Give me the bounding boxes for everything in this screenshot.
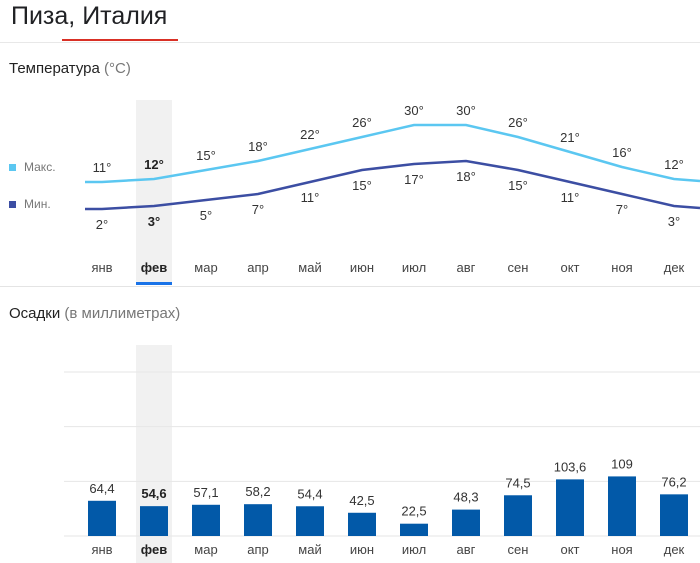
- precip-value-label: 58,2: [245, 484, 270, 499]
- temp-month-label: мар: [194, 260, 217, 275]
- precip-bar: [400, 523, 428, 536]
- precip-bar: [452, 509, 480, 536]
- min-temp-label: 11°: [561, 190, 580, 205]
- legend-min-swatch: [9, 201, 16, 208]
- max-temp-label: 15°: [196, 148, 216, 163]
- max-temp-label: 21°: [560, 130, 580, 145]
- min-temp-label: 5°: [200, 208, 212, 223]
- precipitation-unit: (в миллиметрах): [64, 305, 181, 322]
- precip-bar: [608, 476, 636, 536]
- min-temp-label: 17°: [404, 172, 424, 187]
- precip-value-label: 54,4: [297, 486, 322, 501]
- max-temp-label: 11°: [93, 160, 112, 175]
- min-temp-label: 3°: [668, 214, 680, 229]
- precip-value-label: 76,2: [661, 474, 686, 489]
- precip-value-label: 74,5: [505, 475, 530, 490]
- legend-min: Мин.: [9, 197, 51, 211]
- max-temp-label: 26°: [508, 115, 528, 130]
- legend-max: Макс.: [9, 160, 56, 174]
- max-temp-label: 30°: [456, 103, 476, 118]
- temp-month-label: сен: [508, 260, 529, 275]
- min-temp-label: 18°: [456, 169, 476, 184]
- legend-max-swatch: [9, 164, 16, 171]
- precip-month-label: апр: [247, 542, 269, 557]
- precip-month-label: дек: [664, 542, 685, 557]
- temp-month-label: июн: [350, 260, 374, 275]
- precip-bar: [296, 506, 324, 536]
- precip-bar: [556, 479, 584, 536]
- temp-month-label: ноя: [611, 260, 632, 275]
- precipitation-heading: Осадки (в миллиметрах): [9, 305, 180, 322]
- temp-month-label: апр: [247, 260, 269, 275]
- selected-month-underline: [136, 282, 172, 285]
- precip-month-label: янв: [91, 542, 112, 557]
- max-temperature-line: [85, 123, 700, 184]
- max-temp-label: 18°: [248, 139, 268, 154]
- temperature-unit: (°C): [104, 60, 131, 77]
- precip-month-label: окт: [560, 542, 579, 557]
- precip-month-label: сен: [508, 542, 529, 557]
- precip-month-label: июн: [350, 542, 374, 557]
- min-temp-label: 15°: [352, 178, 372, 193]
- precip-month-label: авг: [457, 542, 476, 557]
- precip-month-label: июл: [402, 542, 426, 557]
- max-temp-label: 12°: [664, 157, 684, 172]
- precip-bar: [348, 512, 376, 536]
- temperature-label: Температура: [9, 60, 100, 77]
- precip-value-label: 48,3: [453, 490, 478, 505]
- legend-min-label: Мин.: [24, 197, 51, 211]
- precip-bar: [88, 500, 116, 536]
- title-accent-underline: [62, 39, 178, 41]
- min-temperature-line: [85, 159, 700, 211]
- min-temp-label: 7°: [252, 202, 264, 217]
- max-temp-label: 26°: [352, 115, 372, 130]
- max-temp-label: 22°: [300, 127, 320, 142]
- min-temp-label: 3°: [148, 214, 160, 229]
- max-temp-label: 16°: [612, 145, 632, 160]
- temp-month-label: дек: [664, 260, 685, 275]
- precip-value-label: 22,5: [401, 504, 426, 519]
- temperature-heading: Температура (°C): [9, 60, 131, 77]
- precip-value-label: 109: [611, 456, 633, 471]
- selected-month-highlight: [136, 100, 172, 284]
- precip-value-label: 103,6: [554, 459, 587, 474]
- min-temp-label: 11°: [301, 190, 320, 205]
- temp-month-label: фев: [141, 260, 167, 275]
- precip-bar: [660, 494, 688, 536]
- precip-value-label: 54,6: [141, 486, 166, 501]
- min-temp-label: 15°: [508, 178, 528, 193]
- max-temp-label: 12°: [144, 157, 164, 172]
- precip-month-label: ноя: [611, 542, 632, 557]
- header-divider: [0, 42, 700, 43]
- temp-month-label: янв: [91, 260, 112, 275]
- precip-value-label: 64,4: [89, 481, 114, 496]
- legend-max-label: Макс.: [24, 160, 56, 174]
- precip-month-label: май: [298, 542, 321, 557]
- min-temp-label: 7°: [616, 202, 628, 217]
- precip-value-label: 42,5: [349, 493, 374, 508]
- min-temp-label: 2°: [96, 217, 108, 232]
- section-divider: [0, 286, 700, 287]
- precip-bar: [504, 495, 532, 536]
- page-title: Пиза, Италия: [11, 2, 168, 30]
- precip-bar: [244, 504, 272, 536]
- temp-month-label: май: [298, 260, 321, 275]
- precip-month-label: мар: [194, 542, 217, 557]
- temp-month-label: окт: [560, 260, 579, 275]
- precip-value-label: 57,1: [193, 485, 218, 500]
- temp-month-label: июл: [402, 260, 426, 275]
- temp-month-label: авг: [457, 260, 476, 275]
- precip-bar: [140, 506, 168, 536]
- precipitation-label: Осадки: [9, 305, 61, 322]
- precip-bar: [192, 504, 220, 536]
- precip-month-label: фев: [141, 542, 167, 557]
- max-temp-label: 30°: [404, 103, 424, 118]
